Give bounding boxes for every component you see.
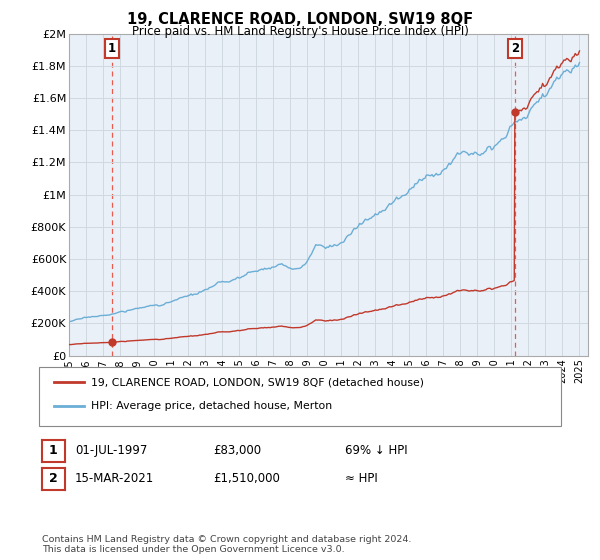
Text: 15-MAR-2021: 15-MAR-2021 (75, 472, 154, 486)
Text: 2: 2 (511, 41, 519, 54)
Text: Price paid vs. HM Land Registry's House Price Index (HPI): Price paid vs. HM Land Registry's House … (131, 25, 469, 38)
Text: £83,000: £83,000 (213, 444, 261, 458)
Text: 2: 2 (49, 472, 58, 486)
Text: 1: 1 (49, 444, 58, 458)
Text: HPI: Average price, detached house, Merton: HPI: Average price, detached house, Mert… (91, 401, 332, 411)
Text: £1,510,000: £1,510,000 (213, 472, 280, 486)
Text: Contains HM Land Registry data © Crown copyright and database right 2024.
This d: Contains HM Land Registry data © Crown c… (42, 535, 412, 554)
Text: 1: 1 (108, 41, 116, 54)
Text: 19, CLARENCE ROAD, LONDON, SW19 8QF: 19, CLARENCE ROAD, LONDON, SW19 8QF (127, 12, 473, 27)
Text: 19, CLARENCE ROAD, LONDON, SW19 8QF (detached house): 19, CLARENCE ROAD, LONDON, SW19 8QF (det… (91, 377, 424, 388)
Text: 01-JUL-1997: 01-JUL-1997 (75, 444, 148, 458)
Text: ≈ HPI: ≈ HPI (345, 472, 378, 486)
Text: 69% ↓ HPI: 69% ↓ HPI (345, 444, 407, 458)
